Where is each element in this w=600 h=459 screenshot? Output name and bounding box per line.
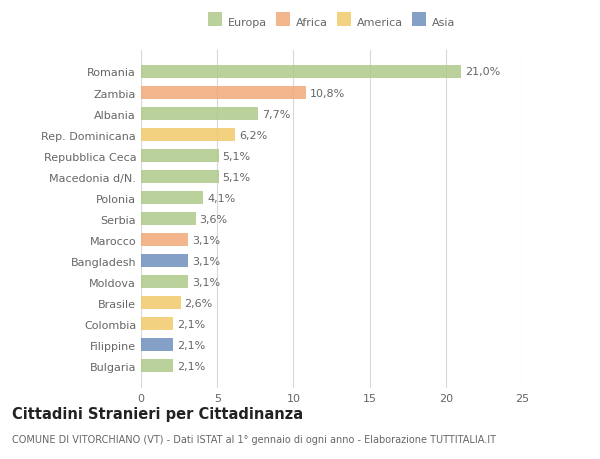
Text: 6,2%: 6,2% — [239, 130, 268, 140]
Bar — [141, 192, 203, 205]
Text: 21,0%: 21,0% — [465, 67, 500, 77]
Text: COMUNE DI VITORCHIANO (VT) - Dati ISTAT al 1° gennaio di ogni anno - Elaborazion: COMUNE DI VITORCHIANO (VT) - Dati ISTAT … — [12, 434, 496, 444]
Text: 4,1%: 4,1% — [207, 193, 236, 203]
Bar — [141, 234, 188, 246]
Text: 2,1%: 2,1% — [177, 319, 205, 329]
Bar — [141, 150, 219, 163]
Text: 5,1%: 5,1% — [223, 172, 251, 182]
Bar — [141, 318, 173, 330]
Text: 3,6%: 3,6% — [200, 214, 228, 224]
Text: 7,7%: 7,7% — [262, 109, 290, 119]
Text: 3,1%: 3,1% — [192, 256, 220, 266]
Text: 3,1%: 3,1% — [192, 235, 220, 245]
Bar — [141, 129, 235, 142]
Bar — [141, 339, 173, 352]
Bar — [141, 297, 181, 309]
Text: 2,1%: 2,1% — [177, 340, 205, 350]
Text: Cittadini Stranieri per Cittadinanza: Cittadini Stranieri per Cittadinanza — [12, 406, 303, 421]
Bar — [141, 108, 259, 121]
Text: 2,6%: 2,6% — [184, 298, 212, 308]
Bar — [141, 87, 305, 100]
Bar — [141, 359, 173, 373]
Text: 2,1%: 2,1% — [177, 361, 205, 371]
Text: 10,8%: 10,8% — [310, 88, 344, 98]
Bar — [141, 66, 461, 79]
Bar — [141, 275, 188, 289]
Bar — [141, 171, 219, 184]
Text: 5,1%: 5,1% — [223, 151, 251, 161]
Bar — [141, 255, 188, 268]
Text: 3,1%: 3,1% — [192, 277, 220, 287]
Legend: Europa, Africa, America, Asia: Europa, Africa, America, Asia — [206, 16, 457, 30]
Bar — [141, 213, 196, 226]
